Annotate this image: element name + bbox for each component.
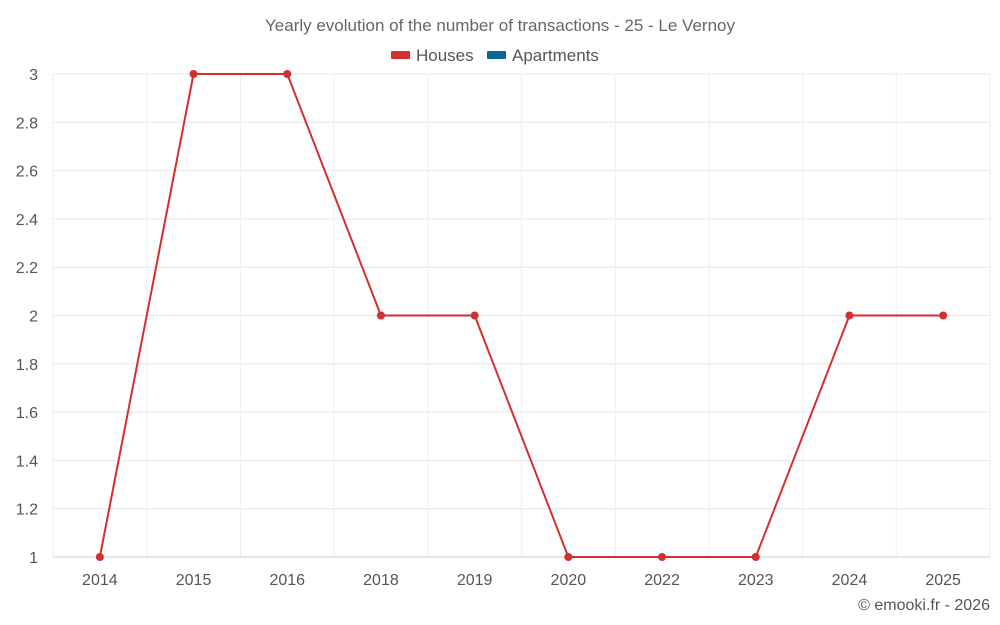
series — [95, 70, 948, 561]
axes: 1 1.2 1.4 1.6 1.8 2 2.2 2.4 2.6 2.8 3 2014 2015 2016 2… — [16, 67, 990, 589]
y-tick-label: 1 — [29, 550, 38, 567]
x-tick-label: 2023 — [738, 572, 774, 589]
legend-label-apartments: Apartments — [512, 46, 599, 65]
x-tick-label: 2015 — [176, 572, 212, 589]
data-point-houses[interactable] — [283, 70, 292, 78]
y-tick-label: 1.8 — [16, 357, 38, 374]
credit-text: © emooki.fr - 2026 — [858, 597, 990, 614]
legend-swatch-houses — [391, 51, 410, 59]
y-tick-label: 2.4 — [16, 212, 38, 229]
data-point-houses[interactable] — [189, 70, 198, 78]
y-tick-label: 2.2 — [16, 260, 38, 277]
y-tick-label: 3 — [29, 67, 38, 84]
data-point-houses[interactable] — [751, 553, 760, 561]
y-tick-label: 2.8 — [16, 115, 38, 132]
data-point-houses[interactable] — [470, 311, 479, 320]
x-tick-label: 2016 — [269, 572, 305, 589]
data-point-houses[interactable] — [95, 553, 104, 561]
legend-label-houses: Houses — [416, 46, 474, 65]
y-tick-label: 1.2 — [16, 502, 38, 519]
x-tick-label: 2025 — [925, 572, 961, 589]
legend-item-houses[interactable]: Houses — [391, 46, 474, 65]
x-tick-label: 2014 — [82, 572, 118, 589]
data-point-houses[interactable] — [658, 553, 667, 561]
x-tick-label: 2019 — [457, 572, 493, 589]
data-point-houses[interactable] — [376, 311, 385, 320]
x-tick-label: 2018 — [363, 572, 399, 589]
x-tick-label: 2020 — [551, 572, 587, 589]
y-tick-label: 2 — [29, 309, 38, 326]
y-tick-label: 2.6 — [16, 164, 38, 181]
chart-title: Yearly evolution of the number of transa… — [265, 16, 735, 35]
y-tick-label: 1.4 — [16, 453, 38, 470]
legend: Houses Apartments — [391, 46, 599, 65]
x-tick-label: 2022 — [644, 572, 680, 589]
x-tick-label: 2024 — [832, 572, 868, 589]
series-line-houses — [98, 73, 944, 558]
data-point-houses[interactable] — [845, 311, 854, 320]
data-point-houses[interactable] — [564, 553, 573, 561]
y-tick-label: 1.6 — [16, 405, 38, 422]
legend-swatch-apartments — [487, 51, 506, 59]
legend-item-apartments[interactable]: Apartments — [487, 46, 599, 65]
data-point-houses[interactable] — [939, 311, 948, 320]
